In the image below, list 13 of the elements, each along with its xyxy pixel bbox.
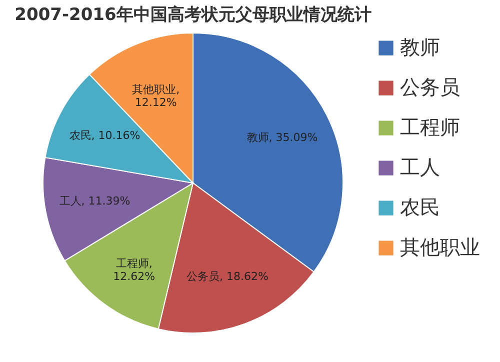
legend-label: 教师	[400, 35, 440, 59]
legend-label: 工程师	[400, 115, 460, 139]
data-label: 工程师, 12.62%	[113, 256, 156, 283]
data-label: 公务员, 18.62%	[186, 270, 268, 283]
legend-label: 公务员	[400, 75, 460, 99]
legend-label: 其他职业	[400, 235, 480, 259]
legend-label: 农民	[400, 195, 440, 219]
chart-title: 2007-2016年中国高考状元父母职业情况统计	[14, 5, 372, 25]
data-label: 农民, 10.16%	[69, 128, 140, 142]
data-label: 工人, 11.39%	[59, 194, 130, 208]
legend-label: 工人	[400, 155, 440, 179]
data-label: 教师, 35.09%	[246, 130, 318, 144]
data-label: 其他职业, 12.12%	[132, 83, 180, 110]
